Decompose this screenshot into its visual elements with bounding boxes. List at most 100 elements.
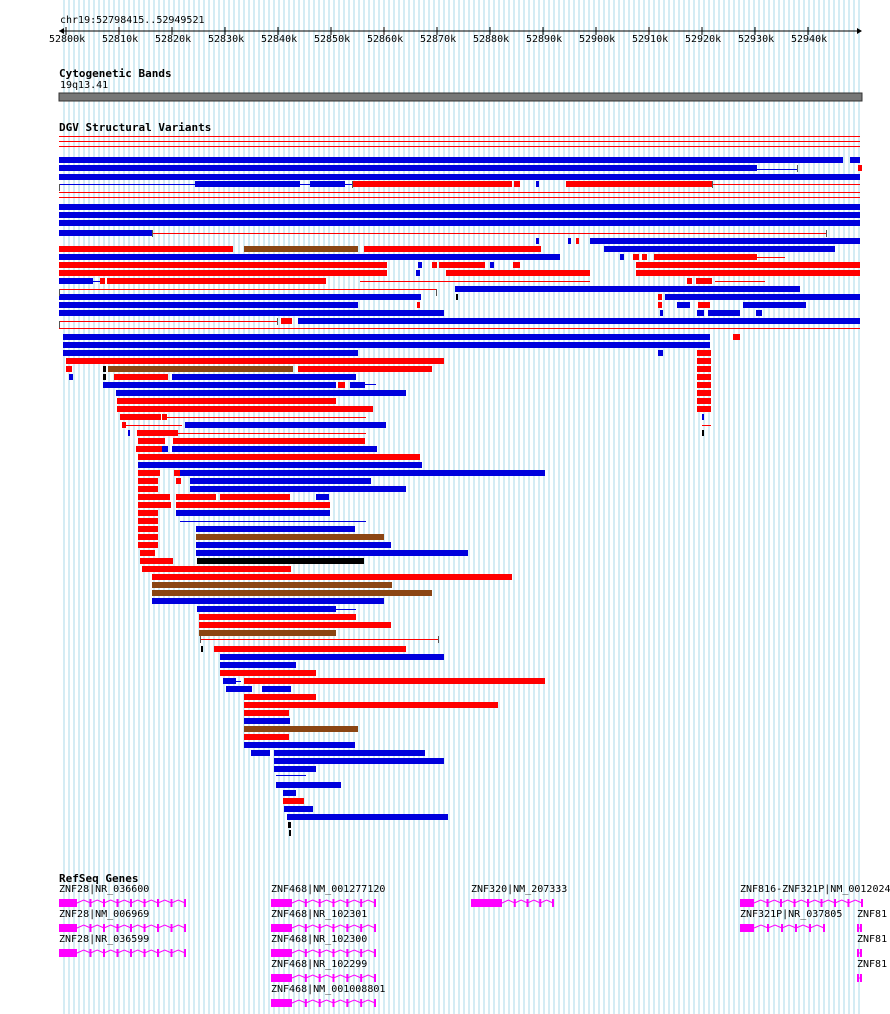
variant-bar[interactable] xyxy=(360,281,590,282)
variant-bar[interactable] xyxy=(244,734,289,740)
variant-bar[interactable] xyxy=(418,294,421,300)
variant-bar[interactable] xyxy=(658,350,663,356)
variant-bar[interactable] xyxy=(702,430,704,436)
gene-label[interactable]: ZNF320|NM_207333 xyxy=(471,884,568,895)
variant-bar[interactable] xyxy=(138,534,158,540)
variant-bar[interactable] xyxy=(117,406,373,412)
variant-bar[interactable] xyxy=(63,350,358,356)
variant-bar[interactable] xyxy=(300,184,310,185)
variant-bar[interactable] xyxy=(138,478,158,484)
variant-bar[interactable] xyxy=(126,425,182,426)
variant-bar[interactable] xyxy=(201,646,203,652)
variant-bar[interactable] xyxy=(712,184,860,185)
variant-bar[interactable] xyxy=(59,141,860,142)
gene-model[interactable] xyxy=(271,899,376,907)
variant-bar[interactable] xyxy=(365,384,376,385)
gene-label[interactable]: ZNF28|NR_036599 xyxy=(59,934,150,945)
variant-bar[interactable] xyxy=(338,382,345,388)
variant-bar[interactable] xyxy=(446,270,590,276)
variant-bar[interactable] xyxy=(636,262,860,268)
variant-bar[interactable] xyxy=(140,278,326,284)
variant-bar[interactable] xyxy=(59,246,233,252)
variant-bar[interactable] xyxy=(352,181,512,187)
variant-bar[interactable] xyxy=(199,622,391,628)
variant-bar[interactable] xyxy=(244,694,316,700)
variant-bar[interactable] xyxy=(756,310,762,316)
variant-bar[interactable] xyxy=(220,654,444,660)
gene-model[interactable] xyxy=(857,974,862,982)
variant-bar[interactable] xyxy=(697,366,711,372)
dgv-structural-variants-track[interactable] xyxy=(59,136,862,836)
variant-bar[interactable] xyxy=(59,184,195,185)
variant-bar[interactable] xyxy=(174,470,180,476)
variant-bar[interactable] xyxy=(456,294,458,300)
variant-bar[interactable] xyxy=(697,398,711,404)
variant-bar[interactable] xyxy=(59,254,560,260)
variant-bar[interactable] xyxy=(244,718,290,724)
variant-bar[interactable] xyxy=(59,136,860,137)
variant-bar[interactable] xyxy=(107,278,140,284)
variant-bar[interactable] xyxy=(687,278,692,284)
variant-bar[interactable] xyxy=(514,181,520,187)
variant-bar[interactable] xyxy=(59,328,860,329)
variant-bar[interactable] xyxy=(128,430,130,436)
variant-bar[interactable] xyxy=(140,558,173,564)
gene-model[interactable] xyxy=(271,949,376,957)
variant-bar[interactable] xyxy=(244,678,545,684)
variant-bar[interactable] xyxy=(138,486,158,492)
gene-label[interactable]: ZNF816-ZNF321P|NM_0012024 xyxy=(740,884,890,895)
gene-model[interactable] xyxy=(59,924,186,932)
variant-bar[interactable] xyxy=(117,398,336,404)
variant-bar[interactable] xyxy=(287,814,448,820)
variant-bar[interactable] xyxy=(660,310,663,316)
variant-bar[interactable] xyxy=(658,302,662,308)
variant-bar[interactable] xyxy=(138,494,170,500)
variant-bar[interactable] xyxy=(197,558,364,564)
variant-bar[interactable] xyxy=(289,830,291,836)
gene-model[interactable] xyxy=(59,899,186,907)
variant-bar[interactable] xyxy=(138,470,160,476)
variant-bar[interactable] xyxy=(214,646,406,652)
variant-bar[interactable] xyxy=(281,318,292,324)
cytoband-19q13.41[interactable] xyxy=(58,92,863,102)
variant-bar[interactable] xyxy=(172,446,377,452)
gene-model[interactable] xyxy=(271,999,376,1007)
variant-bar[interactable] xyxy=(114,374,168,380)
variant-bar[interactable] xyxy=(59,197,860,198)
variant-bar[interactable] xyxy=(490,262,494,268)
gene-model[interactable] xyxy=(740,899,863,907)
variant-bar[interactable] xyxy=(697,358,711,364)
variant-bar[interactable] xyxy=(140,550,155,556)
gene-model[interactable] xyxy=(857,924,862,932)
variant-bar[interactable] xyxy=(116,390,406,396)
variant-bar[interactable] xyxy=(142,566,291,572)
gene-model[interactable] xyxy=(740,924,825,932)
variant-bar[interactable] xyxy=(274,750,425,756)
variant-bar[interactable] xyxy=(244,726,358,732)
variant-bar[interactable] xyxy=(59,192,860,193)
variant-bar[interactable] xyxy=(283,798,304,804)
variant-bar[interactable] xyxy=(418,262,422,268)
variant-bar[interactable] xyxy=(59,212,860,218)
variant-bar[interactable] xyxy=(743,302,806,308)
variant-bar[interactable] xyxy=(858,165,862,171)
variant-bar[interactable] xyxy=(138,462,422,468)
variant-bar[interactable] xyxy=(345,184,352,185)
variant-bar[interactable] xyxy=(850,157,860,163)
variant-bar[interactable] xyxy=(316,494,329,500)
variant-bar[interactable] xyxy=(298,318,860,324)
variant-bar[interactable] xyxy=(162,414,167,420)
variant-bar[interactable] xyxy=(120,414,161,420)
variant-bar[interactable] xyxy=(697,406,711,412)
variant-bar[interactable] xyxy=(244,742,355,748)
variant-bar[interactable] xyxy=(757,169,797,170)
variant-bar[interactable] xyxy=(66,358,444,364)
variant-bar[interactable] xyxy=(298,366,432,372)
variant-bar[interactable] xyxy=(195,181,300,187)
gene-label[interactable]: ZNF468|NM_001008801 xyxy=(271,984,386,995)
variant-bar[interactable] xyxy=(677,302,690,308)
variant-bar[interactable] xyxy=(63,334,710,340)
variant-bar[interactable] xyxy=(180,521,366,522)
variant-bar[interactable] xyxy=(185,422,386,428)
gene-model[interactable] xyxy=(59,949,186,957)
